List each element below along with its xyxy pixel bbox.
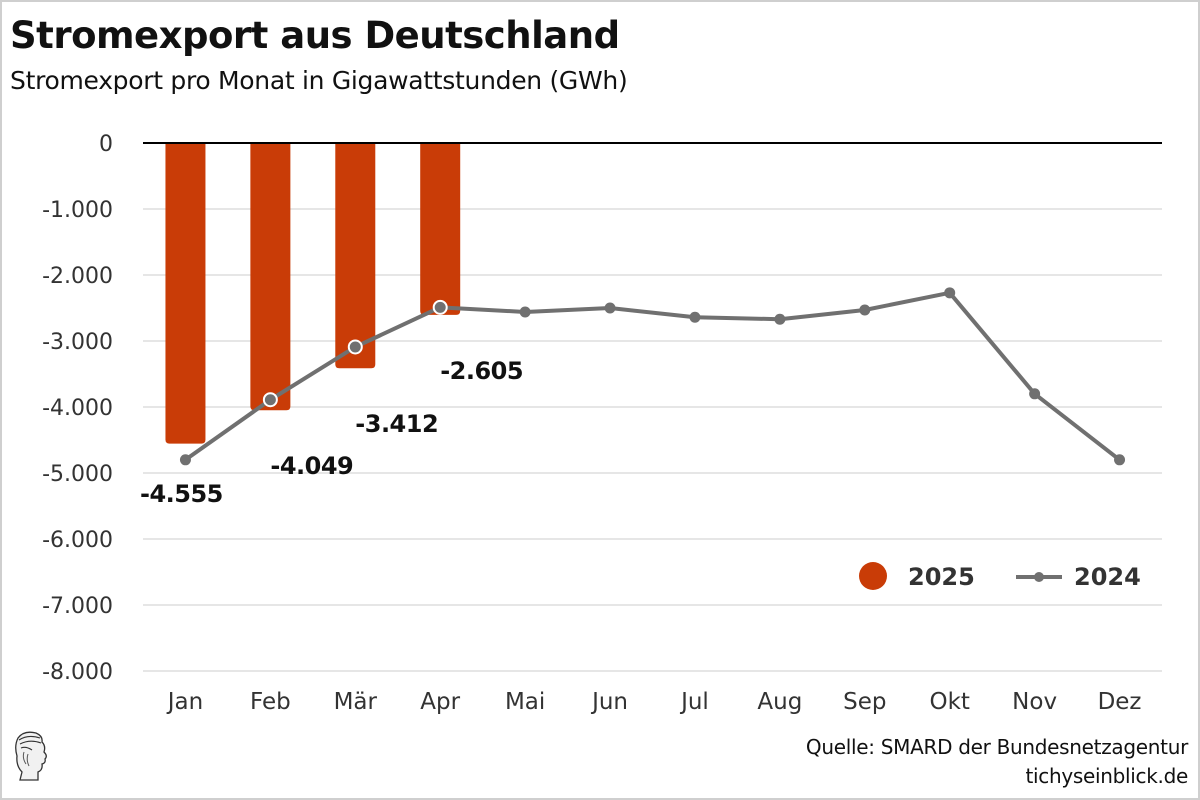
x-tick-label: Aug [757, 689, 802, 715]
point-2024 [859, 304, 871, 316]
y-tick-label: -3.000 [42, 330, 113, 355]
point-2024 [179, 454, 191, 466]
point-2024 [774, 313, 786, 325]
x-tick-label: Jun [590, 689, 628, 715]
source-text: Quelle: SMARD der Bundesnetzagentur [805, 735, 1188, 759]
x-tick-label: Mär [334, 689, 378, 715]
y-tick-label: -5.000 [42, 462, 113, 487]
y-tick-label: -6.000 [42, 528, 113, 553]
x-tick-label: Feb [250, 689, 291, 715]
data-label-2025: -3.412 [355, 410, 438, 438]
y-tick-label: -2.000 [42, 264, 113, 289]
y-tick-label: -7.000 [42, 594, 113, 619]
source-note: Quelle: SMARD der Bundesnetzagentur tich… [806, 733, 1188, 791]
point-2024 [432, 299, 448, 315]
x-tick-label: Jul [679, 689, 709, 715]
bar-2025 [420, 143, 461, 315]
point-2024 [689, 311, 701, 323]
y-tick-label: -1.000 [42, 198, 113, 223]
y-tick-label: 0 [99, 132, 113, 157]
x-tick-label: Jan [166, 689, 203, 715]
chart-subtitle: Stromexport pro Monat in Gigawattstunden… [10, 66, 628, 95]
point-2024 [347, 339, 363, 355]
x-tick-label: Mai [505, 689, 545, 715]
line-2024 [184, 290, 1121, 462]
point-2024 [1029, 388, 1041, 400]
bar-2025 [165, 143, 206, 444]
site-text: tichyseinblick.de [1025, 764, 1188, 788]
x-tick-label: Nov [1012, 689, 1057, 715]
data-label-2025: -4.555 [140, 480, 223, 508]
point-2024 [604, 302, 616, 314]
legend-2025-marker-icon [859, 562, 887, 590]
legend-2024-marker-icon [1034, 572, 1044, 582]
bar-2025 [335, 143, 376, 369]
point-2024 [1114, 454, 1126, 466]
chart-title: Stromexport aus Deutschland [10, 14, 620, 57]
point-2024 [944, 287, 956, 299]
y-tick-label: -4.000 [42, 396, 113, 421]
point-2024 [519, 306, 531, 318]
x-tick-label: Apr [420, 689, 460, 715]
y-tick-label: -8.000 [42, 660, 113, 685]
data-label-2025: -2.605 [440, 357, 523, 385]
x-tick-label: Okt [929, 689, 969, 715]
legend-2025-label: 2025 [908, 563, 975, 591]
bar-2025 [250, 143, 291, 411]
point-2024 [262, 392, 278, 408]
x-tick-label: Sep [843, 689, 886, 715]
x-tick-label: Dez [1098, 689, 1142, 715]
data-label-2025: -4.049 [270, 452, 353, 480]
hermes-head-logo-icon [15, 731, 47, 781]
legend-2024-label: 2024 [1074, 563, 1141, 591]
